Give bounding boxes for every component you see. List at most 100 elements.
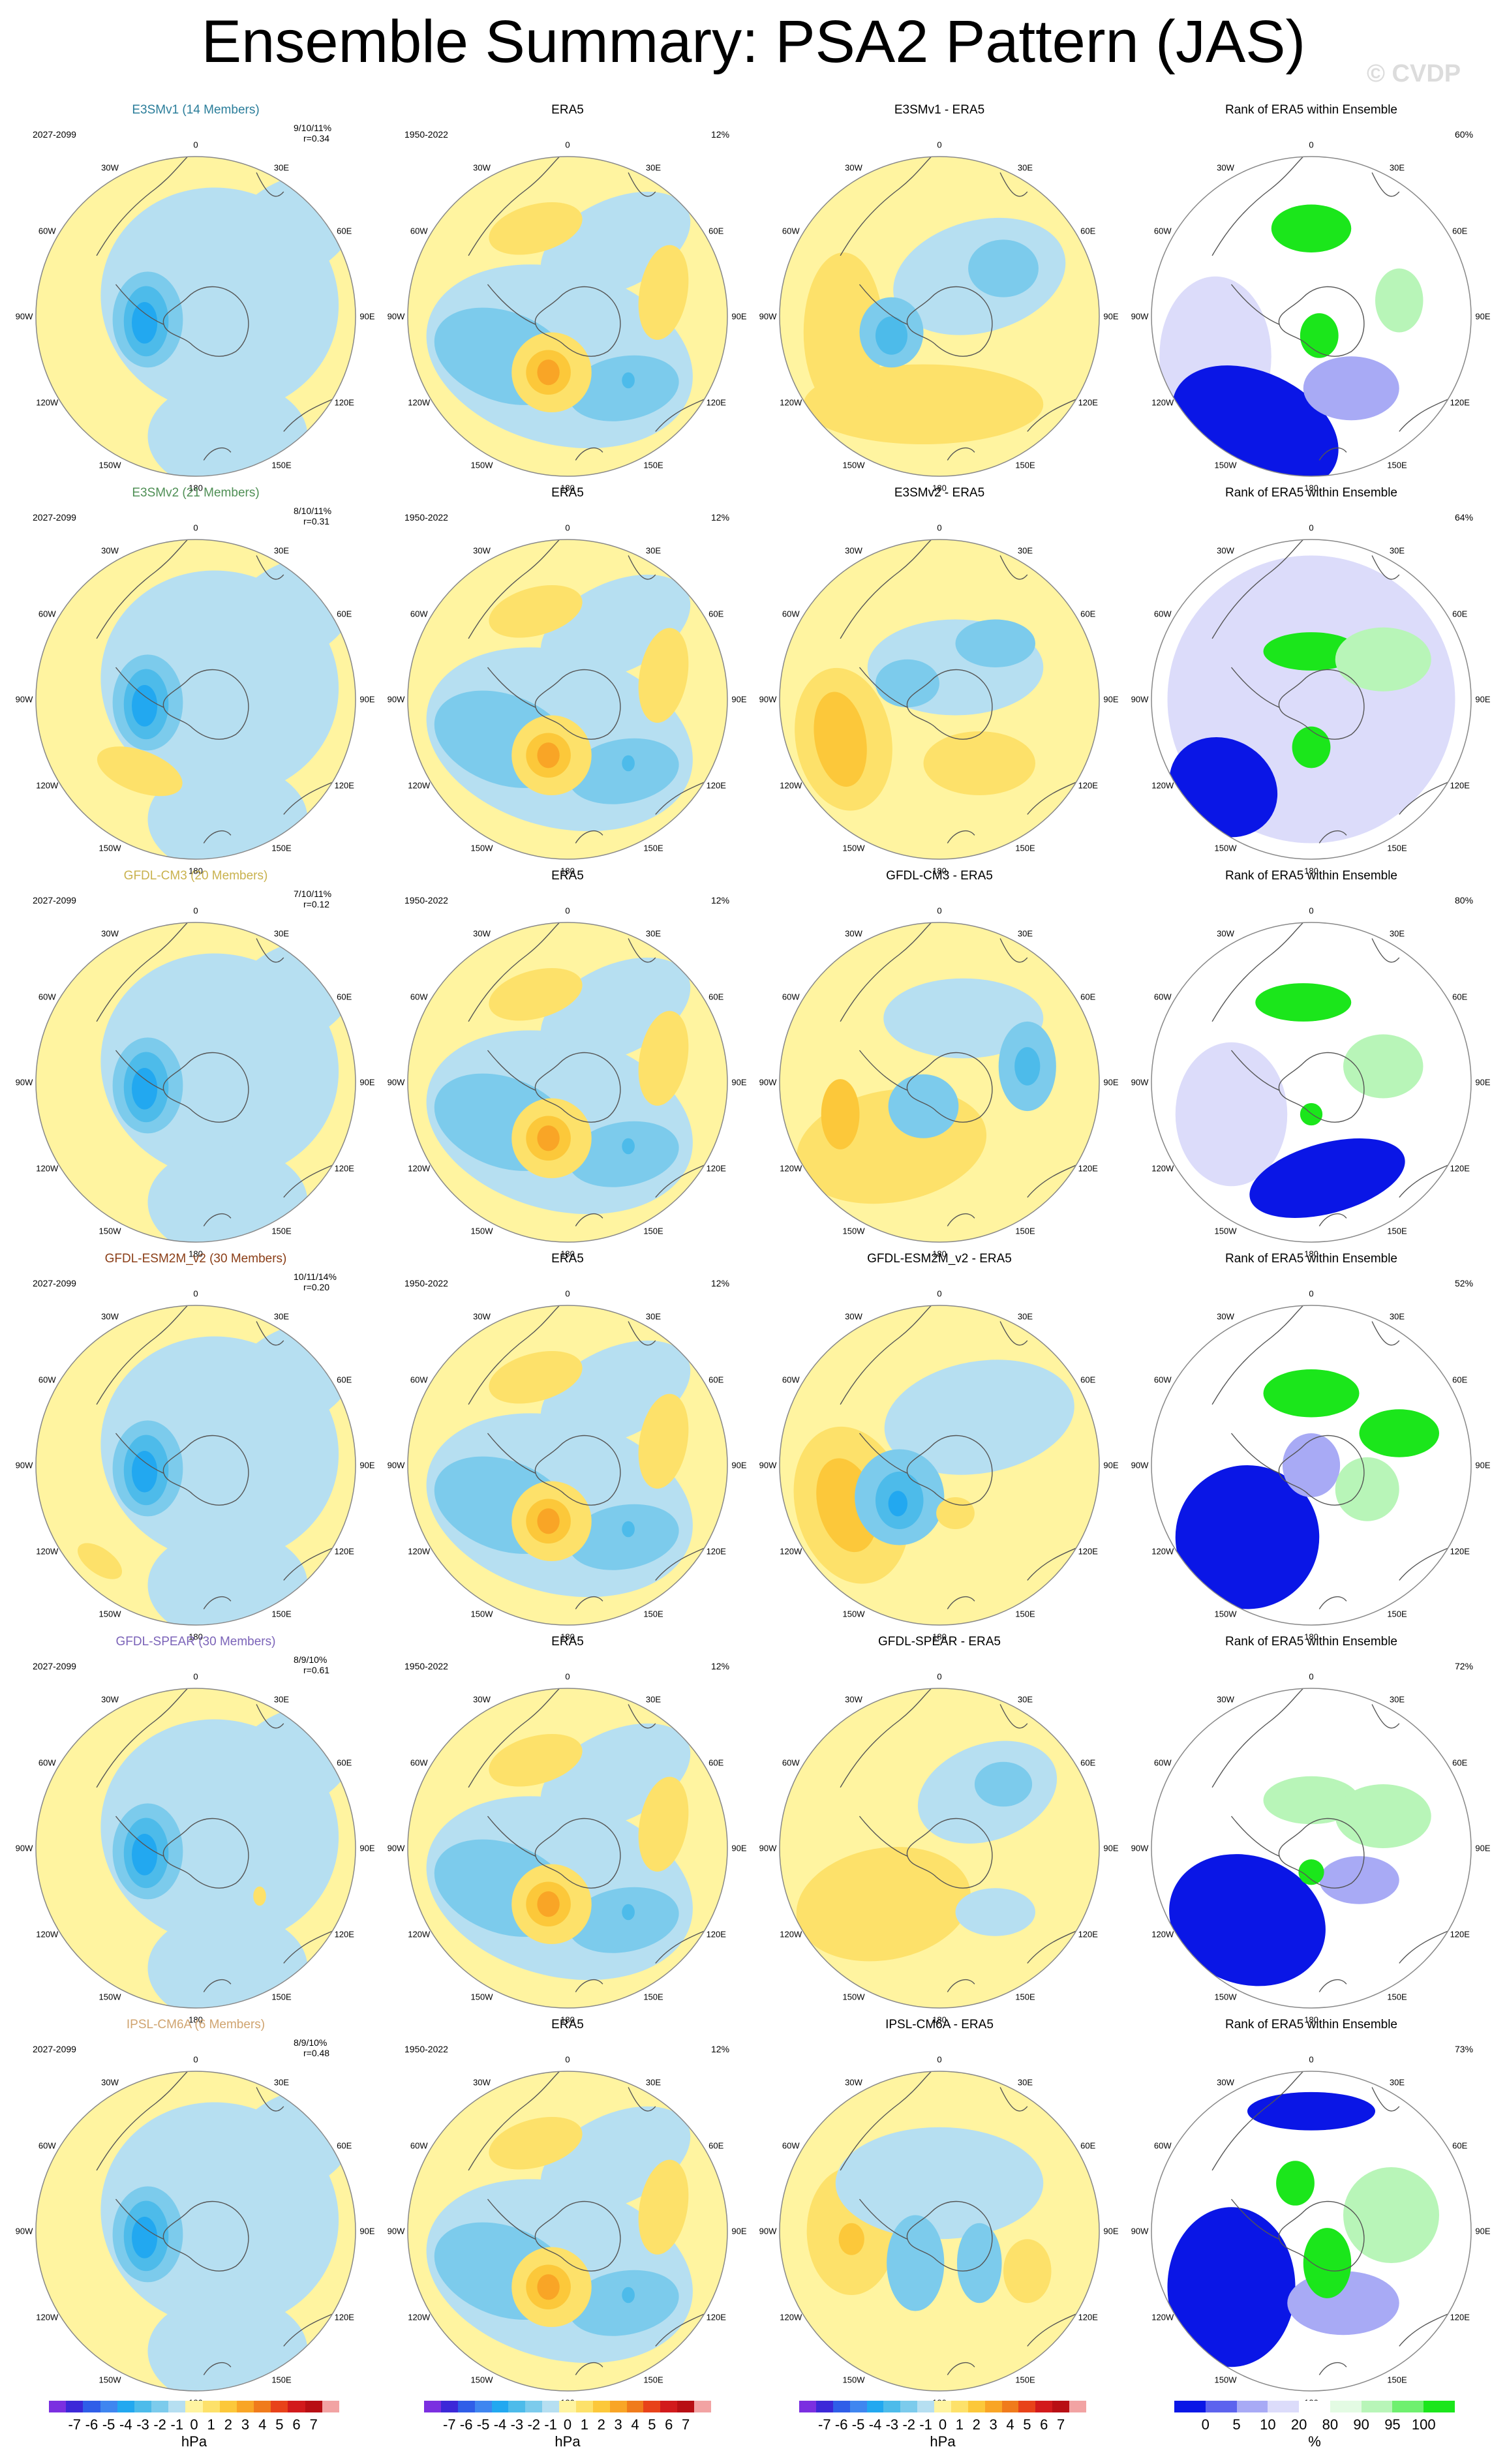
field-contour	[132, 1450, 158, 1493]
map-border	[35, 539, 356, 860]
longitude-label: 0	[937, 2054, 942, 2065]
colorbar-tick-label: 1	[955, 2416, 964, 2433]
colorbar-swatch	[1361, 2401, 1393, 2412]
field-contour	[489, 585, 583, 638]
longitude-label: 0	[937, 1288, 942, 1299]
longitude-label: 120W	[408, 1163, 431, 1173]
coastline	[162, 1052, 249, 1123]
colorbar-tick-label: -7	[68, 2416, 82, 2433]
longitude-label: 60E	[708, 992, 724, 1001]
longitude-label: 30W	[1217, 545, 1234, 556]
longitude-label: 90E	[359, 1077, 375, 1088]
colorbar-swatch	[525, 2401, 543, 2412]
longitude-label: 90E	[359, 311, 375, 322]
colorbar-tick-label: -7	[443, 2416, 456, 2433]
coastline	[203, 447, 232, 461]
coastline	[96, 922, 189, 1022]
longitude-label: 30E	[1017, 928, 1033, 939]
colorbar-tick-label: 3	[241, 2416, 250, 2433]
field-contour	[1300, 313, 1339, 358]
coastline	[96, 540, 189, 639]
model-period: 2027-2099	[33, 512, 76, 523]
map-panel-r4-c2	[407, 1305, 728, 1626]
colorbar-tick-label: -1	[919, 2416, 932, 2433]
longitude-label: 30W	[473, 1311, 491, 1322]
longitude-label: 120W	[1151, 1546, 1174, 1556]
colorbar-swatch	[491, 2401, 509, 2412]
coastline	[840, 2071, 932, 2171]
panel-title: E3SMv2 - ERA5	[894, 486, 985, 500]
coastline	[1230, 2198, 1280, 2240]
colorbar-swatch	[900, 2401, 918, 2412]
colorbar-swatch	[1299, 2401, 1331, 2412]
longitude-label: 150W	[99, 1226, 121, 1236]
coastline	[487, 1816, 536, 1857]
longitude-label: 120E	[706, 1929, 726, 1939]
field-contour	[147, 1529, 308, 1625]
map-border	[1151, 2071, 1472, 2392]
field-contour	[97, 746, 183, 797]
coastline	[1211, 540, 1304, 639]
coastline	[1318, 1213, 1347, 1226]
coastline	[1371, 172, 1400, 197]
longitude-label: 150E	[271, 843, 292, 853]
colorbar-tick-label: -3	[136, 2416, 149, 2433]
longitude-label: 120E	[1078, 1163, 1098, 1173]
coastline	[1371, 1704, 1400, 1729]
field-contour	[1014, 1047, 1041, 1086]
coastline	[906, 1052, 993, 1123]
longitude-label: 90W	[759, 694, 777, 705]
longitude-label: 60W	[1153, 992, 1172, 1001]
map-border	[1151, 539, 1472, 860]
colorbar-tick-label: 0	[938, 2416, 947, 2433]
map-panel-r1-c4	[1151, 156, 1472, 477]
longitude-label: 180	[189, 1249, 203, 1259]
field-contour	[622, 1521, 635, 1538]
map-border	[779, 1688, 1100, 2009]
coastline	[628, 1321, 656, 1346]
colorbar-tick-label: -7	[818, 2416, 831, 2433]
longitude-label: 90E	[1103, 694, 1119, 705]
colorbar-swatch	[49, 2401, 67, 2412]
colorbar-swatch	[592, 2401, 611, 2412]
coastline	[840, 1688, 932, 1788]
field-contour	[1335, 627, 1431, 692]
colorbar-tick-label: 5	[648, 2416, 656, 2433]
coastline	[1278, 1052, 1365, 1123]
longitude-label: 90W	[387, 1460, 405, 1470]
longitude-label: 30W	[101, 162, 119, 173]
colorbar-swatch	[1001, 2401, 1019, 2412]
rank-pct: 72%	[1455, 1661, 1474, 1671]
longitude-label: 60W	[1153, 2140, 1172, 2150]
longitude-label: 90E	[1103, 1460, 1119, 1470]
coastline	[859, 1050, 908, 1091]
longitude-label: 30E	[645, 1694, 662, 1705]
longitude-label: 30W	[845, 1694, 862, 1705]
coastline	[1278, 1818, 1365, 1889]
longitude-label: 180	[189, 866, 203, 876]
colorbar-swatch	[185, 2401, 204, 2412]
colorbar-swatch	[984, 2401, 1003, 2412]
map-panel-r5-c4	[1151, 1688, 1472, 2009]
panel-title: E3SMv1 - ERA5	[894, 103, 985, 117]
coastline	[96, 157, 189, 256]
map-border	[407, 539, 728, 860]
colorbar-swatch	[626, 2401, 644, 2412]
field-contour	[1003, 2239, 1052, 2304]
field-contour	[956, 2223, 1002, 2304]
longitude-label: 60W	[38, 1757, 56, 1767]
colorbar-swatch	[694, 2401, 712, 2412]
longitude-label: 120E	[1078, 397, 1098, 407]
field-contour	[1300, 1103, 1323, 1126]
colorbar-swatch	[236, 2401, 254, 2412]
longitude-label: 150W	[1214, 1992, 1237, 2002]
colorbar-swatch	[1392, 2401, 1424, 2412]
coastline	[96, 1688, 189, 1788]
longitude-label: 60W	[782, 1757, 800, 1767]
longitude-label: 150W	[99, 460, 121, 470]
longitude-label: 180	[932, 1632, 947, 1642]
coastline	[906, 1435, 993, 1506]
colorbar-tick-label: 7	[682, 2416, 690, 2433]
panel-title: E3SMv1 (14 Members)	[132, 103, 260, 117]
longitude-label: 60W	[410, 992, 428, 1001]
